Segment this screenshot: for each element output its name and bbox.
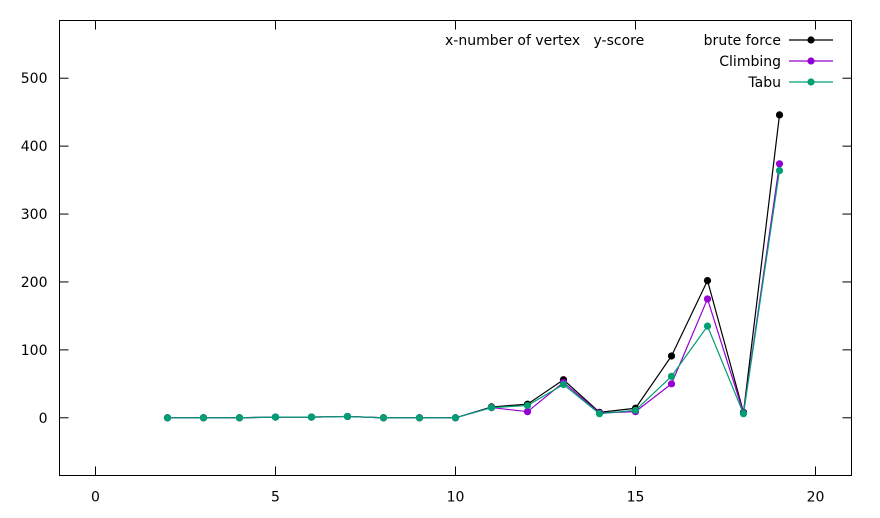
legend-label: Climbing	[719, 54, 781, 70]
data-point	[703, 322, 712, 330]
data-point	[559, 380, 568, 389]
data-point	[739, 410, 748, 418]
y-tick-label: 100	[21, 343, 48, 359]
chart-annotation: x-number of vertex y-score	[445, 33, 644, 49]
data-point	[667, 380, 676, 388]
x-tick-label: 0	[91, 490, 100, 506]
y-tick-label: 200	[21, 275, 48, 291]
series-line	[167, 170, 781, 419]
plot-frame	[59, 20, 852, 476]
data-point	[307, 413, 316, 421]
series-tabu	[163, 166, 784, 422]
data-point	[379, 414, 388, 422]
x-tick-label: 5	[271, 490, 280, 506]
series-brute-force	[163, 111, 784, 422]
series-layer	[163, 111, 784, 422]
data-point	[595, 410, 604, 418]
x-tick-label: 15	[627, 490, 645, 506]
data-point	[667, 372, 676, 380]
data-point	[415, 414, 424, 422]
y-tick-label: 300	[21, 207, 48, 223]
y-tick-label: 0	[39, 411, 48, 427]
series-climbing	[163, 160, 784, 422]
data-point	[523, 408, 532, 416]
data-point	[523, 401, 532, 410]
data-point	[163, 414, 172, 422]
series-line	[167, 163, 781, 419]
x-tick-label: 10	[447, 490, 465, 506]
data-point	[199, 414, 208, 422]
data-point	[703, 276, 712, 285]
legend-label: brute force	[704, 33, 781, 49]
x-tick-label: 20	[807, 490, 825, 506]
data-point	[775, 160, 784, 168]
data-point	[271, 413, 280, 421]
data-point	[775, 111, 784, 119]
legend: brute force Climbing Tabu	[704, 33, 833, 91]
y-tick-label: 400	[21, 139, 48, 155]
legend-swatch-point	[807, 57, 815, 65]
data-point	[451, 414, 460, 422]
legend-label: Tabu	[747, 75, 781, 91]
data-point	[343, 412, 352, 421]
series-line	[167, 114, 781, 419]
y-tick-label: 500	[21, 71, 48, 87]
data-point	[487, 403, 496, 412]
legend-swatch-point	[807, 78, 815, 86]
data-point	[631, 406, 640, 414]
legend-swatch-point	[807, 36, 815, 44]
data-point	[775, 166, 784, 175]
data-point	[667, 352, 676, 360]
data-point	[235, 414, 244, 422]
data-point	[703, 295, 712, 303]
